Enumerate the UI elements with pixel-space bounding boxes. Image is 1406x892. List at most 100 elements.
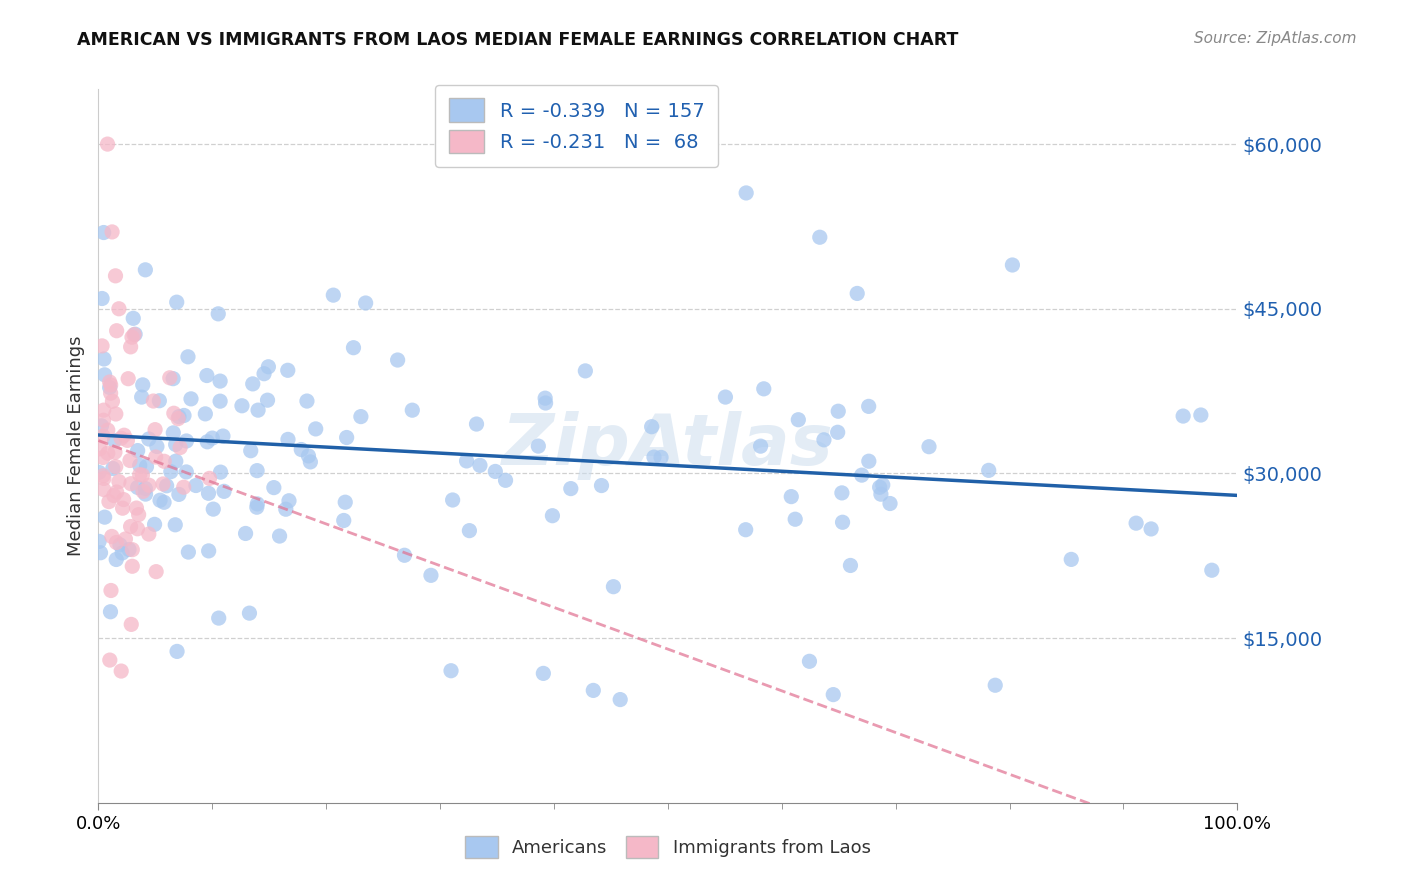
- Point: [277, 433, 299, 447]
- Point: [143, 517, 166, 532]
- Point: [194, 407, 217, 421]
- Point: [534, 391, 557, 405]
- Point: [156, 479, 179, 493]
- Point: [165, 454, 187, 468]
- Point: [582, 683, 605, 698]
- Point: [305, 422, 328, 436]
- Point: [247, 403, 270, 417]
- Point: [440, 664, 463, 678]
- Point: [984, 678, 1007, 692]
- Point: [143, 423, 166, 437]
- Point: [138, 527, 160, 541]
- Point: [180, 392, 202, 406]
- Point: [101, 225, 124, 239]
- Point: [93, 471, 115, 485]
- Point: [108, 475, 131, 489]
- Point: [134, 482, 156, 496]
- Point: [138, 478, 160, 492]
- Point: [484, 465, 506, 479]
- Point: [146, 440, 169, 454]
- Point: [121, 542, 143, 557]
- Point: [246, 464, 269, 478]
- Point: [100, 583, 122, 598]
- Point: [299, 455, 322, 469]
- Point: [89, 534, 111, 549]
- Point: [420, 568, 443, 582]
- Point: [124, 327, 146, 342]
- Point: [132, 377, 155, 392]
- Point: [101, 461, 124, 475]
- Point: [159, 465, 181, 479]
- Point: [209, 394, 232, 409]
- Point: [269, 529, 291, 543]
- Point: [121, 559, 143, 574]
- Text: ZipAtlas: ZipAtlas: [502, 411, 834, 481]
- Point: [332, 513, 354, 527]
- Point: [90, 418, 112, 433]
- Point: [1201, 563, 1223, 577]
- Point: [198, 471, 221, 485]
- Point: [97, 446, 120, 460]
- Point: [290, 442, 312, 457]
- Point: [162, 425, 184, 440]
- Point: [176, 465, 198, 479]
- Point: [242, 376, 264, 391]
- Point: [114, 532, 136, 546]
- Point: [162, 372, 184, 386]
- Point: [197, 544, 219, 558]
- Point: [839, 558, 862, 573]
- Text: Source: ZipAtlas.com: Source: ZipAtlas.com: [1194, 31, 1357, 46]
- Point: [97, 423, 120, 437]
- Point: [977, 463, 1000, 477]
- Point: [127, 443, 149, 458]
- Point: [869, 480, 891, 494]
- Point: [1171, 409, 1194, 423]
- Point: [131, 390, 153, 404]
- Point: [152, 477, 174, 491]
- Point: [91, 292, 114, 306]
- Point: [201, 431, 224, 445]
- Point: [1001, 258, 1024, 272]
- Point: [799, 654, 821, 668]
- Point: [165, 437, 187, 451]
- Point: [297, 449, 319, 463]
- Point: [111, 501, 134, 516]
- Point: [93, 483, 115, 497]
- Point: [342, 341, 364, 355]
- Point: [495, 473, 517, 487]
- Point: [89, 442, 111, 456]
- Point: [104, 268, 127, 283]
- Point: [132, 484, 155, 499]
- Point: [195, 368, 218, 383]
- Point: [169, 441, 191, 455]
- Point: [195, 434, 218, 449]
- Point: [159, 371, 181, 385]
- Point: [104, 445, 127, 459]
- Point: [120, 519, 142, 533]
- Point: [149, 493, 172, 508]
- Point: [100, 378, 122, 392]
- Point: [534, 396, 557, 410]
- Point: [263, 481, 285, 495]
- Point: [858, 454, 880, 468]
- Point: [295, 394, 318, 409]
- Point: [91, 429, 114, 443]
- Point: [870, 487, 893, 501]
- Point: [827, 404, 849, 418]
- Point: [643, 450, 665, 464]
- Point: [401, 403, 423, 417]
- Point: [238, 606, 260, 620]
- Point: [104, 407, 127, 421]
- Point: [121, 330, 143, 344]
- Point: [145, 450, 167, 464]
- Point: [110, 664, 132, 678]
- Point: [208, 611, 231, 625]
- Point: [134, 262, 156, 277]
- Point: [166, 295, 188, 310]
- Point: [574, 364, 596, 378]
- Point: [101, 529, 124, 543]
- Point: [650, 450, 672, 465]
- Point: [120, 476, 142, 491]
- Point: [166, 644, 188, 658]
- Point: [128, 508, 150, 522]
